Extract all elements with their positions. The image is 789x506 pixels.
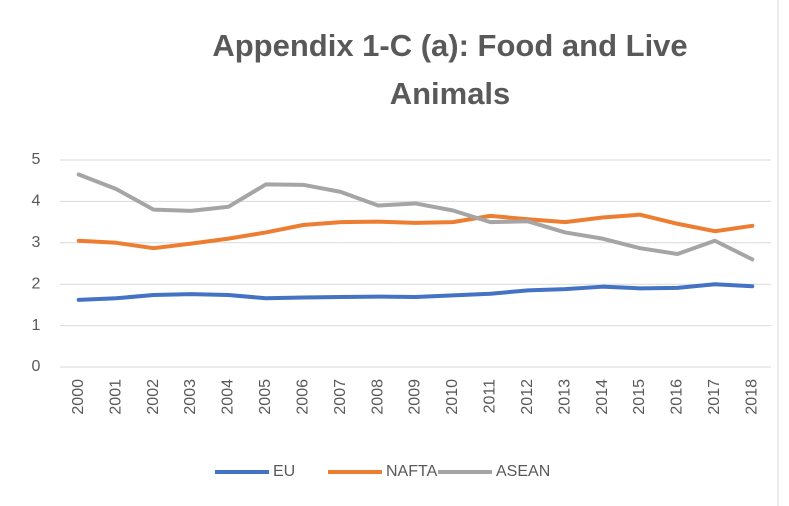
x-tick-label: 2008 [369, 379, 386, 415]
x-tick-label: 2014 [594, 379, 611, 415]
x-tick-label: 2000 [70, 379, 87, 415]
y-tick-label: 0 [32, 358, 41, 375]
x-tick-label: 2004 [220, 379, 237, 415]
y-tick-label: 4 [32, 193, 41, 210]
series-line [76, 212, 755, 251]
x-tick-label: 2001 [107, 379, 124, 415]
x-tick-label: 2003 [182, 379, 199, 415]
legend-label: NAFTA [386, 463, 438, 480]
y-tick-label: 2 [32, 275, 41, 292]
y-tick-label: 3 [32, 234, 41, 251]
x-tick-label: 2002 [145, 379, 162, 415]
series-line [76, 172, 755, 262]
x-tick-label: 2011 [482, 379, 499, 414]
y-tick-label: 5 [32, 151, 41, 168]
x-tick-label: 2018 [744, 379, 761, 415]
x-tick-label: 2015 [631, 379, 648, 415]
x-tick-label: 2005 [257, 379, 274, 415]
series-line [76, 282, 755, 302]
x-tick-label: 2006 [294, 379, 311, 415]
legend-label: EU [273, 463, 295, 480]
x-tick-label: 2012 [519, 379, 536, 415]
x-tick-label: 2010 [444, 379, 461, 415]
x-tick-label: 2013 [556, 379, 573, 415]
y-tick-label: 1 [32, 317, 41, 334]
x-tick-label: 2016 [669, 379, 686, 415]
x-tick-label: 2009 [407, 379, 424, 415]
chart-title: Appendix 1-C (a): Food and Live Animals [212, 28, 688, 111]
legend-label: ASEAN [496, 463, 550, 480]
x-tick-label: 2007 [332, 379, 349, 415]
x-tick-label: 2017 [706, 379, 723, 415]
